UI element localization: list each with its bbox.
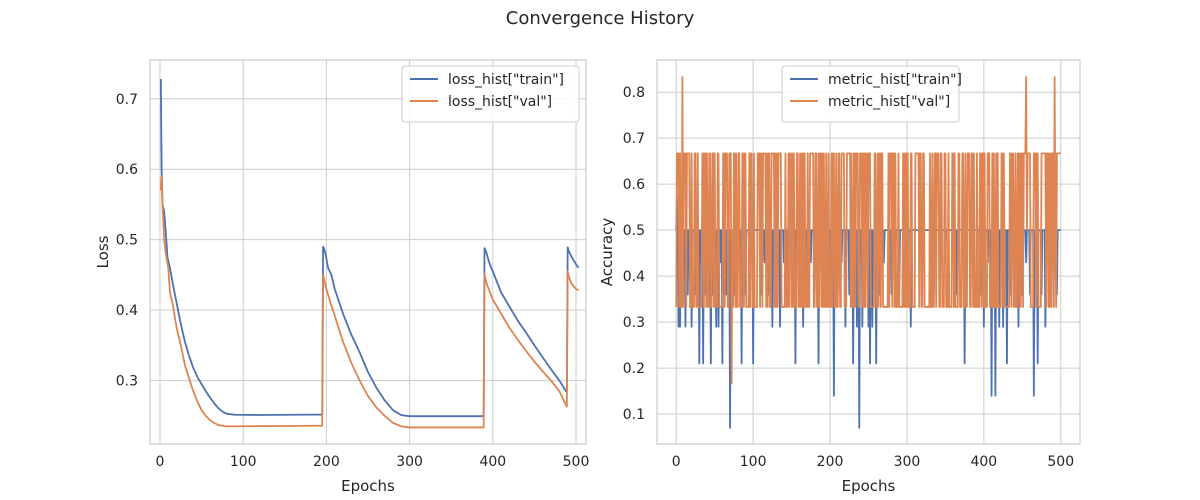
x-axis-label: Epochs: [842, 477, 896, 495]
y-tick-label: 0.6: [116, 162, 138, 178]
x-tick-label: 300: [894, 454, 921, 470]
x-tick-label: 300: [396, 454, 423, 470]
legend-entry: metric_hist["train"]: [828, 72, 962, 88]
legend-box: [781, 65, 960, 123]
x-tick-label: 200: [817, 454, 844, 470]
plot-frame: [149, 59, 587, 445]
legend-entry: loss_hist["train"]: [448, 72, 564, 88]
y-tick-label: 0.7: [116, 92, 138, 108]
y-axis-label: Loss: [94, 235, 112, 268]
x-tick-label: 0: [672, 454, 681, 470]
y-axis-label: Accuracy: [598, 218, 616, 287]
x-axis-label: Epochs: [341, 477, 395, 495]
legend: loss_hist["train"] loss_hist["val"]: [401, 65, 580, 123]
y-tick-label: 0.2: [623, 361, 645, 377]
series-line-train: [159, 79, 580, 418]
x-tick-label: 500: [563, 454, 590, 470]
x-tick-label: 400: [970, 454, 997, 470]
x-tick-label: 400: [479, 454, 506, 470]
y-tick-label: 0.3: [116, 374, 138, 390]
plot-frame: [656, 59, 1081, 445]
x-tick-label: 500: [1047, 454, 1074, 470]
legend: metric_hist["train"] metric_hist["val"]: [781, 65, 962, 123]
y-tick-label: 0.4: [623, 269, 645, 285]
grid: [150, 60, 586, 444]
series-line-val: [159, 175, 579, 429]
y-tick-label: 0.7: [623, 131, 645, 147]
legend-box: [401, 65, 580, 123]
legend-entry: metric_hist["val"]: [828, 94, 950, 110]
x-tick-label: 200: [313, 454, 340, 470]
figure-title: Convergence History: [506, 8, 695, 29]
series-line-val: [675, 76, 1061, 385]
legend-entry: loss_hist["val"]: [448, 94, 552, 110]
accuracy-chart: 0 100 200 300 400 500 0.1 0.2 0.3 0.4 0.5 0.6 0.7 0.8…: [598, 59, 1081, 495]
loss-chart: 0 100 200 300 400 500 0.3 0.4 0.5 0.6 0.7 Epochs Los…: [94, 59, 590, 495]
x-tick-label: 100: [230, 454, 257, 470]
y-tick-label: 0.5: [623, 223, 645, 239]
y-tick-label: 0.8: [623, 85, 645, 101]
y-tick-label: 0.6: [623, 177, 645, 193]
x-tick-label: 0: [156, 454, 165, 470]
y-tick-label: 0.4: [116, 303, 138, 319]
y-tick-label: 0.3: [623, 315, 645, 331]
y-tick-label: 0.1: [623, 407, 645, 423]
y-tick-label: 0.5: [116, 233, 138, 249]
x-tick-label: 100: [740, 454, 767, 470]
